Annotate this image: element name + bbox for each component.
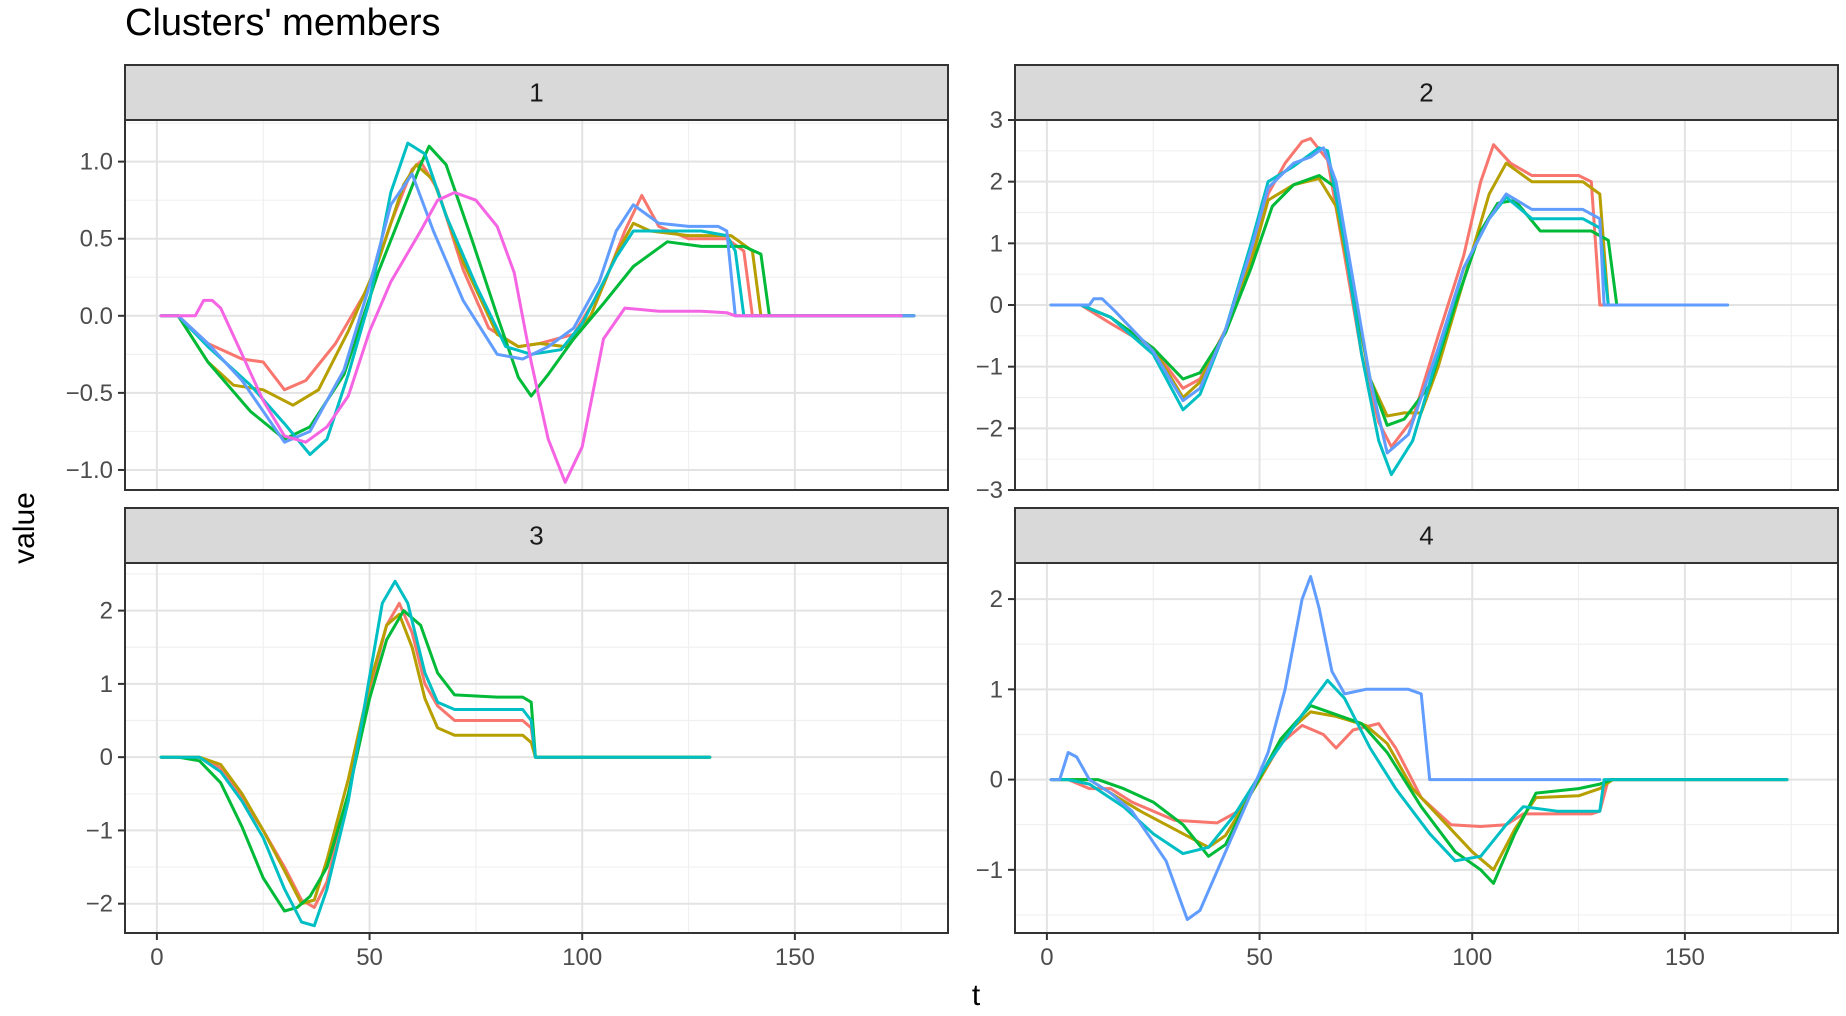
y-tick-label: −2 — [86, 891, 113, 918]
y-tick-label: 1 — [990, 676, 1003, 703]
y-tick-label: 1 — [100, 671, 113, 698]
series-line-5 — [1049, 146, 1729, 455]
y-tick-label: −1 — [976, 354, 1003, 381]
panel-2: 2 −3 −2 −1 0 1 2 3 — [976, 64, 1839, 504]
panel-border — [1014, 562, 1839, 934]
series-line-2 — [159, 163, 916, 407]
y-tick-label: 1.0 — [80, 149, 113, 176]
x-tick-label: 150 — [775, 944, 815, 971]
x-tick-label: 50 — [356, 944, 383, 971]
panel-4: 4 −1 0 1 2 0 50 100 150 — [976, 507, 1839, 971]
y-tick-label: −0.5 — [66, 380, 113, 407]
panel-border — [124, 119, 949, 491]
panel-border — [124, 562, 949, 934]
y-tick-label: −1.0 — [66, 457, 113, 484]
x-tick-label: 0 — [1040, 944, 1053, 971]
series-line-4 — [159, 141, 916, 456]
y-tick-label: −1 — [86, 817, 113, 844]
series-line-4 — [1049, 678, 1789, 863]
y-tick-label: 2 — [990, 169, 1003, 196]
y-tick-label: 3 — [990, 107, 1003, 134]
series-line-5 — [1049, 575, 1602, 921]
strip-label-1: 1 — [529, 78, 543, 108]
y-tick-label: 0.0 — [80, 303, 113, 330]
y-tick-label: 2 — [990, 586, 1003, 613]
x-axis-title: t — [972, 979, 981, 1012]
y-tick-label: 0 — [100, 744, 113, 771]
y-tick-label: 2 — [100, 598, 113, 625]
plot-bg — [125, 563, 948, 933]
x-tick-label: 50 — [1246, 944, 1273, 971]
x-tick-label: 100 — [1452, 944, 1492, 971]
strip-label-4: 4 — [1419, 521, 1433, 551]
x-tick-label: 150 — [1665, 944, 1705, 971]
strip-label-2: 2 — [1419, 78, 1433, 108]
y-tick-label: 0 — [990, 292, 1003, 319]
series-line-6 — [159, 191, 903, 484]
x-tick-label: 0 — [150, 944, 163, 971]
strip-label-3: 3 — [529, 521, 543, 551]
series-line-1 — [159, 601, 712, 909]
y-tick-label: 1 — [990, 230, 1003, 257]
plot-bg — [125, 120, 948, 490]
y-tick-label: 0 — [990, 767, 1003, 794]
series-line-4 — [1049, 146, 1729, 477]
y-axis-title: value — [8, 492, 41, 564]
y-tick-label: −3 — [976, 477, 1003, 504]
strip-3 — [124, 507, 949, 564]
series-line-1 — [1049, 722, 1789, 828]
chart-title: Clusters' members — [125, 2, 441, 44]
series-line-5 — [159, 172, 916, 444]
y-tick-label: −2 — [976, 415, 1003, 442]
y-tick-label: 0.5 — [80, 226, 113, 253]
panel-3: 3 −2 −1 0 1 2 0 50 100 150 — [86, 507, 949, 971]
y-tick-label: −1 — [976, 857, 1003, 884]
x-tick-label: 100 — [562, 944, 602, 971]
series-line-4 — [159, 579, 712, 928]
series-line-3 — [1049, 704, 1789, 885]
panels: 1 −1.0 −0.5 0.0 0.5 1.0 2 −3 −2 −1 0 1 2 3 3 −2 −1 0 1 2 0 50… — [66, 64, 1839, 971]
strip-1 — [124, 64, 949, 121]
strip-4 — [1014, 507, 1839, 564]
panel-1: 1 −1.0 −0.5 0.0 0.5 1.0 — [66, 64, 949, 491]
